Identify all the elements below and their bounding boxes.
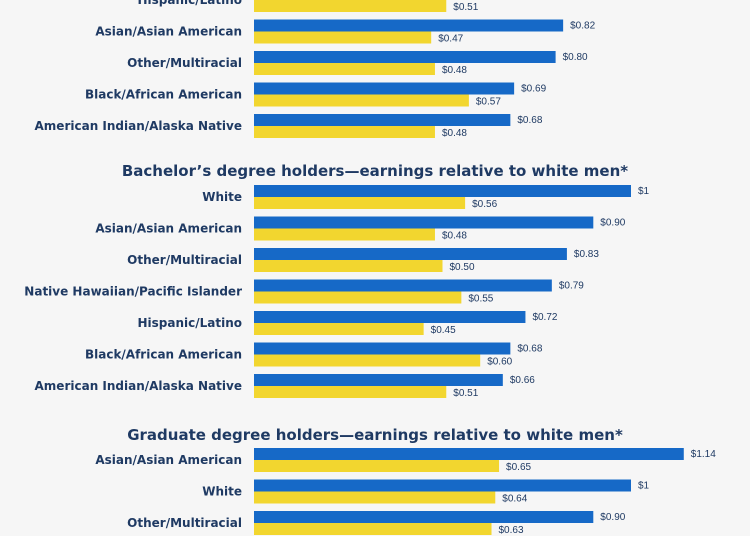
bar-blue: [254, 374, 503, 386]
category-label: Other/Multiracial: [127, 56, 242, 70]
value-label-yellow: $0.56: [472, 199, 497, 210]
bar-yellow: [254, 354, 481, 367]
value-label-yellow: $0.45: [431, 325, 456, 336]
bar-blue: [254, 311, 526, 323]
value-label-blue: $0.80: [563, 52, 588, 63]
bar-blue: [254, 448, 684, 460]
category-label: Hispanic/Latino: [137, 316, 242, 330]
category-label: Asian/Asian American: [95, 222, 242, 236]
bar-yellow: [254, 126, 435, 138]
value-label-blue: $1: [638, 186, 650, 197]
category-label: Black/African American: [85, 88, 242, 102]
section-title-2: Graduate degree holders—earnings relativ…: [127, 426, 623, 444]
value-label-yellow: $0.63: [499, 525, 524, 536]
bar-blue: [254, 279, 552, 292]
value-label-yellow: $0.65: [506, 462, 531, 473]
category-label: White: [202, 485, 242, 499]
value-label-yellow: $0.48: [442, 231, 467, 242]
category-label: Other/Multiracial: [127, 516, 242, 530]
value-label-blue: $0.83: [574, 249, 599, 260]
bar-yellow: [254, 94, 469, 107]
value-label-blue: $0.66: [510, 375, 535, 386]
bar-yellow: [254, 323, 424, 335]
category-label: Black/African American: [85, 348, 242, 362]
value-label-blue: $0.90: [600, 218, 625, 229]
value-label-blue: $0.68: [517, 344, 542, 355]
bar-blue: [254, 511, 594, 523]
value-label-blue: $1: [638, 481, 650, 492]
bar-blue: [254, 479, 631, 492]
value-label-yellow: $0.60: [487, 357, 512, 368]
bar-blue: [254, 19, 564, 32]
bar-blue: [254, 342, 511, 355]
category-label: Asian/Asian American: [95, 25, 242, 39]
bar-blue: [254, 82, 515, 95]
bar-blue: [254, 185, 631, 197]
value-label-yellow: $0.51: [453, 2, 478, 13]
value-label-yellow: $0.57: [476, 97, 501, 108]
value-label-blue: $0.82: [570, 21, 595, 32]
bar-yellow: [254, 228, 435, 241]
category-label: American Indian/Alaska Native: [35, 379, 242, 393]
value-label-yellow: $0.50: [450, 262, 475, 273]
value-label-yellow: $0.64: [502, 494, 527, 505]
value-label-yellow: $0.51: [453, 388, 478, 399]
category-label: Asian/Asian American: [95, 453, 242, 467]
value-label-blue: $0.90: [600, 512, 625, 523]
bar-yellow: [254, 460, 500, 472]
bar-yellow: [254, 386, 447, 398]
value-label-yellow: $0.47: [438, 34, 463, 45]
bar-blue: [254, 51, 556, 63]
bar-yellow: [254, 291, 462, 304]
bar-blue: [254, 114, 511, 126]
bar-yellow: [254, 31, 432, 44]
category-label: Native Hawaiian/Pacific Islander: [24, 285, 242, 299]
bar-yellow: [254, 0, 447, 12]
value-label-yellow: $0.48: [442, 65, 467, 76]
category-label: White: [202, 190, 242, 204]
bar-yellow: [254, 491, 496, 504]
category-label: Hispanic/Latino: [137, 0, 242, 7]
bar-yellow: [254, 63, 435, 75]
bar-yellow: [254, 523, 492, 535]
value-label-blue: $1.14: [691, 449, 716, 460]
value-label-yellow: $0.55: [468, 294, 493, 305]
value-label-blue: $0.72: [532, 312, 557, 323]
bar-blue: [254, 216, 594, 229]
category-label: American Indian/Alaska Native: [35, 119, 242, 133]
section-title-1: Bachelor’s degree holders—earnings relat…: [122, 162, 628, 180]
value-label-yellow: $0.48: [442, 128, 467, 139]
value-label-blue: $0.68: [517, 115, 542, 126]
value-label-blue: $0.79: [559, 281, 584, 292]
category-label: Other/Multiracial: [127, 253, 242, 267]
bar-yellow: [254, 260, 443, 272]
bar-yellow: [254, 197, 466, 209]
value-label-blue: $0.69: [521, 84, 546, 95]
bar-blue: [254, 248, 567, 260]
